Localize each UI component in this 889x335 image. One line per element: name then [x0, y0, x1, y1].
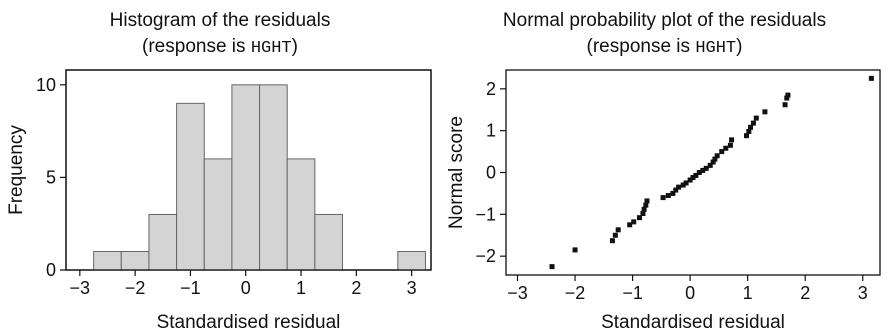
histogram-title-block: Histogram of the residuals (response is …	[0, 8, 440, 62]
normal-plot-subtitle: (response is HGHT)	[586, 36, 743, 58]
x-tick-label: −3	[70, 278, 91, 298]
x-tick-label: 3	[858, 283, 868, 303]
histogram-bar	[148, 213, 178, 271]
scatter-point	[693, 172, 699, 178]
scatter-point	[636, 215, 642, 221]
scatter-point	[710, 159, 716, 165]
x-tick-label: 2	[800, 283, 810, 303]
scatter-point	[572, 247, 578, 253]
scatter-point	[696, 170, 702, 175]
histogram-bar	[93, 250, 122, 271]
normal-plot-chart: −3 −2 −1 0 1 2 3 −2 −1 0 1 2 Standardised residual No…	[446, 69, 881, 333]
histogram-title: Histogram of the residuals	[109, 10, 331, 31]
scatter-point	[753, 115, 759, 121]
histogram-bar	[120, 250, 150, 271]
histogram-bar	[314, 213, 344, 271]
scatter-point	[683, 180, 689, 186]
scatter-point	[641, 206, 647, 212]
plot-frame	[505, 69, 881, 276]
scatter-point	[712, 156, 718, 162]
scatter-point	[680, 182, 686, 188]
normal-plot-title-block: Normal probability plot of the residuals…	[440, 8, 889, 62]
y-tick-label: 0	[46, 260, 56, 280]
scatter-point	[660, 195, 666, 201]
histogram-chart: −3 −2 −1 0 1 2 3 0 5 10 Standardised residual Frequ…	[6, 69, 432, 333]
scatter-point	[615, 227, 621, 233]
y-axis-label: Normal score	[446, 116, 467, 229]
x-tick-label: −2	[125, 278, 146, 298]
y-tick-label: −2	[475, 246, 496, 266]
x-tick-label: 1	[296, 278, 306, 298]
scatter-point	[644, 198, 650, 204]
x-tick-label: −1	[180, 278, 201, 298]
scatter-point	[868, 75, 874, 81]
scatter-point	[748, 124, 754, 130]
scatter-point	[762, 109, 768, 115]
scatter-point	[690, 175, 696, 181]
scatter-point	[729, 137, 735, 143]
scatter-point	[609, 238, 615, 244]
scatter-point	[612, 232, 618, 238]
histogram-panel: Histogram of the residuals (response is …	[0, 0, 440, 335]
scatter-point	[723, 145, 729, 151]
x-axis-label: Standardised residual	[157, 312, 341, 333]
scatter-point	[707, 162, 713, 168]
scatter-point	[785, 92, 791, 98]
x-axis-label: Standardised residual	[601, 312, 785, 333]
x-tick-label: −3	[507, 283, 528, 303]
histogram-bar	[397, 250, 426, 271]
scatter-point	[627, 222, 633, 228]
scatter-point	[719, 149, 725, 155]
histogram-subtitle: (response is HGHT)	[142, 36, 298, 58]
x-tick-label: 2	[351, 278, 361, 298]
y-tick-label: 2	[486, 79, 496, 99]
x-tick-label: 0	[685, 283, 695, 303]
y-axis-label: Frequency	[6, 125, 27, 215]
histogram-bar	[231, 84, 261, 271]
y-tick-label: 10	[36, 75, 56, 95]
x-tick-label: 0	[241, 278, 251, 298]
x-tick-label: −2	[565, 283, 586, 303]
histogram-bar	[203, 158, 233, 271]
histogram-bar	[286, 158, 316, 271]
x-tick-label: −1	[622, 283, 643, 303]
normal-plot-panel: Normal probability plot of the residuals…	[440, 0, 889, 335]
histogram-bar	[176, 102, 205, 271]
scatter-point	[687, 177, 693, 183]
scatter-point	[676, 184, 682, 190]
scatter-point	[750, 120, 756, 126]
histogram-bar	[259, 84, 288, 271]
normal-plot-title: Normal probability plot of the residuals	[502, 10, 827, 31]
scatter-point	[673, 187, 679, 193]
x-tick-label: 3	[407, 278, 417, 298]
scatter-point	[727, 142, 733, 148]
scatter-point	[782, 102, 788, 108]
y-tick-label: 0	[486, 163, 496, 183]
y-tick-label: 5	[46, 167, 56, 187]
y-tick-label: −1	[475, 204, 496, 224]
scatter-point	[784, 95, 790, 101]
x-tick-label: 1	[743, 283, 753, 303]
scatter-point	[714, 153, 720, 159]
scatter-point	[746, 129, 752, 134]
scatter-point	[744, 133, 750, 139]
scatter-point	[700, 167, 706, 173]
scatter-point	[643, 202, 649, 208]
scatter-point	[665, 193, 671, 199]
scatter-point	[549, 264, 555, 270]
plot-frame-top	[65, 69, 432, 271]
scatter-point	[670, 190, 676, 196]
scatter-point	[640, 211, 646, 216]
scatter-point	[703, 165, 709, 171]
y-tick-label: 1	[486, 121, 496, 141]
scatter-point	[631, 219, 637, 225]
